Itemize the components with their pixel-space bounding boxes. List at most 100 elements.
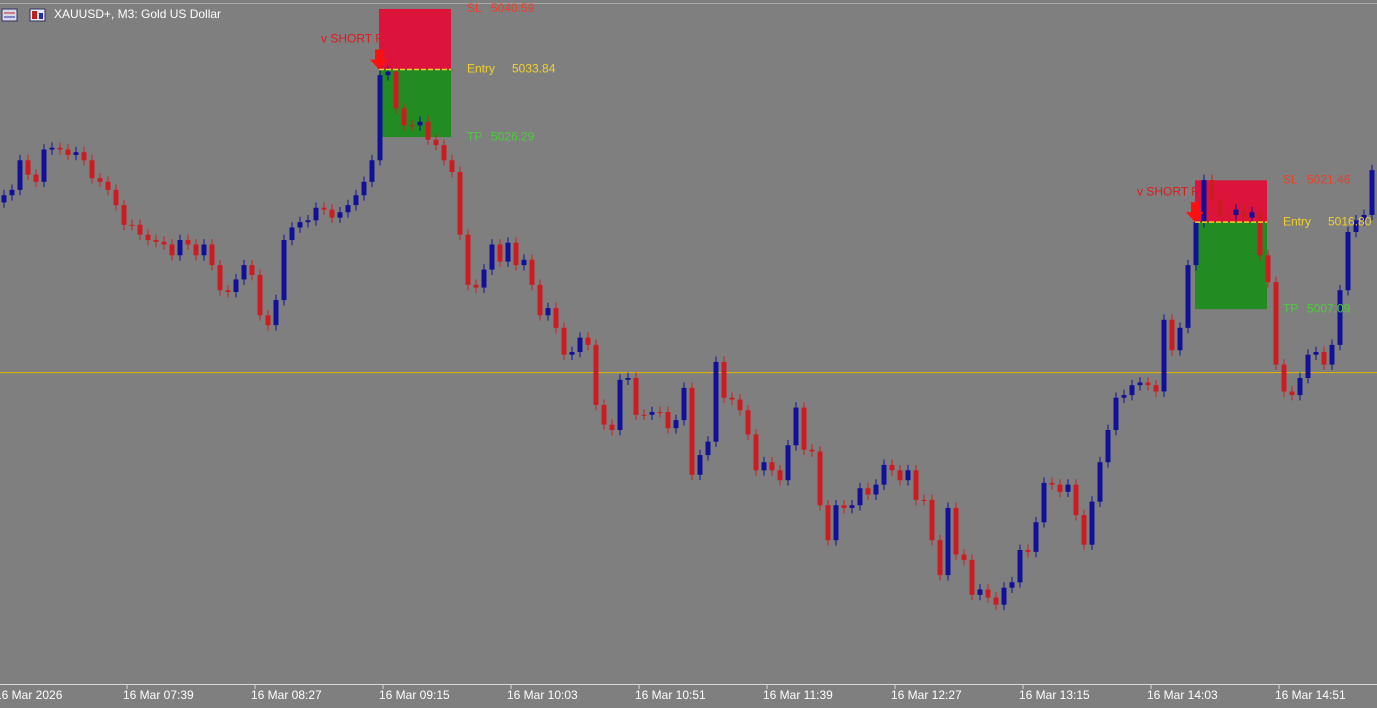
candle-body bbox=[129, 224, 135, 226]
level-value: 5040.59 bbox=[491, 1, 535, 15]
short-arrow bbox=[1186, 202, 1204, 223]
candle-body bbox=[25, 160, 31, 175]
candle-body bbox=[113, 189, 119, 206]
candle-body bbox=[313, 207, 319, 221]
candle-body bbox=[233, 279, 239, 293]
candle-body bbox=[1217, 199, 1223, 215]
candle-body bbox=[1081, 515, 1087, 545]
candle-body bbox=[393, 71, 399, 109]
candle-body bbox=[825, 505, 831, 541]
candle-body bbox=[73, 152, 79, 155]
level-name: SL bbox=[467, 1, 482, 15]
stop-loss-zone bbox=[379, 8, 451, 70]
candle-body bbox=[185, 240, 191, 245]
candle-body bbox=[665, 412, 671, 429]
candle-body bbox=[1177, 327, 1183, 351]
candle-body bbox=[33, 174, 39, 182]
candle-body bbox=[657, 412, 663, 414]
candle-body bbox=[321, 207, 327, 210]
candle-body bbox=[553, 308, 559, 328]
candle-body bbox=[1257, 212, 1263, 256]
candle-body bbox=[609, 424, 615, 430]
level-name: SL bbox=[1283, 173, 1298, 187]
candle-body bbox=[569, 352, 575, 355]
candle-body bbox=[1321, 352, 1327, 365]
candle-body bbox=[873, 484, 879, 495]
candle-body bbox=[1057, 484, 1063, 492]
candle-body bbox=[801, 407, 807, 450]
level-value: 5016.80 bbox=[1328, 214, 1372, 228]
x-tick-label: 16 Mar 2026 bbox=[0, 688, 63, 702]
candle-body bbox=[89, 160, 95, 179]
candle-body bbox=[65, 149, 71, 155]
candle-body bbox=[905, 470, 911, 481]
candle-body bbox=[985, 589, 991, 598]
candle-body bbox=[345, 205, 351, 213]
candle-body bbox=[161, 241, 167, 245]
candle-body bbox=[1369, 170, 1375, 215]
candle-body bbox=[537, 284, 543, 316]
candle-body bbox=[1017, 550, 1023, 583]
x-tick-label: 16 Mar 14:51 bbox=[1275, 688, 1346, 702]
candle-body bbox=[121, 205, 127, 225]
candle-body bbox=[489, 244, 495, 270]
level-value: 5026.29 bbox=[491, 129, 535, 143]
candle-body bbox=[601, 404, 607, 425]
x-tick-label: 16 Mar 14:03 bbox=[1147, 688, 1218, 702]
candle-body bbox=[241, 265, 247, 280]
candle-body bbox=[41, 149, 47, 182]
candle-body bbox=[1137, 382, 1143, 386]
candle-body bbox=[777, 470, 783, 481]
candle-body bbox=[673, 420, 679, 429]
candle-body bbox=[513, 242, 519, 266]
candle-body bbox=[201, 244, 207, 256]
candle-body bbox=[721, 361, 727, 398]
candle-body bbox=[1361, 214, 1367, 221]
x-tick-label: 16 Mar 09:15 bbox=[379, 688, 450, 702]
candle-body bbox=[1225, 214, 1231, 216]
candle-body bbox=[265, 315, 271, 326]
candle-body bbox=[521, 259, 527, 266]
candle-body bbox=[193, 244, 199, 256]
candle-body bbox=[297, 222, 303, 228]
candle-body bbox=[705, 441, 711, 456]
candle-body bbox=[225, 290, 231, 293]
candle-body bbox=[1113, 397, 1119, 430]
candle-body bbox=[209, 244, 215, 266]
candle-body bbox=[1209, 180, 1215, 200]
candle-body bbox=[465, 234, 471, 285]
candle-body bbox=[217, 265, 223, 291]
candle-body bbox=[257, 274, 263, 316]
level-value: 5007.09 bbox=[1307, 301, 1351, 315]
candle-body bbox=[617, 379, 623, 430]
candle-body bbox=[753, 434, 759, 471]
candle-body bbox=[945, 507, 951, 576]
candle-body bbox=[809, 449, 815, 452]
candle-body bbox=[577, 337, 583, 353]
candle-body bbox=[17, 160, 23, 190]
candle-body bbox=[377, 75, 383, 161]
candle-body bbox=[1, 195, 7, 203]
stop-loss-zone bbox=[1195, 180, 1267, 223]
candle-body bbox=[1281, 364, 1287, 392]
chart-icon-bar bbox=[39, 13, 43, 19]
candle-body bbox=[441, 145, 447, 161]
x-tick-label: 16 Mar 13:15 bbox=[1019, 688, 1090, 702]
candle-body bbox=[1337, 290, 1343, 345]
candle-body bbox=[145, 234, 151, 241]
candle-body bbox=[361, 181, 367, 196]
menu-icon[interactable] bbox=[1, 8, 18, 22]
candle-body bbox=[849, 505, 855, 508]
x-tick-label: 16 Mar 07:39 bbox=[123, 688, 194, 702]
candle-body bbox=[1161, 319, 1167, 392]
candle-body bbox=[9, 189, 15, 196]
candle-body bbox=[1313, 352, 1319, 355]
candle-body bbox=[865, 488, 871, 495]
chart-title: XAUUSD+, M3: Gold US Dollar bbox=[54, 7, 221, 21]
candle-body bbox=[593, 344, 599, 405]
candle-body bbox=[897, 470, 903, 481]
candle-body bbox=[1153, 385, 1159, 392]
candle-body bbox=[1097, 462, 1103, 502]
candle-body bbox=[81, 152, 87, 161]
